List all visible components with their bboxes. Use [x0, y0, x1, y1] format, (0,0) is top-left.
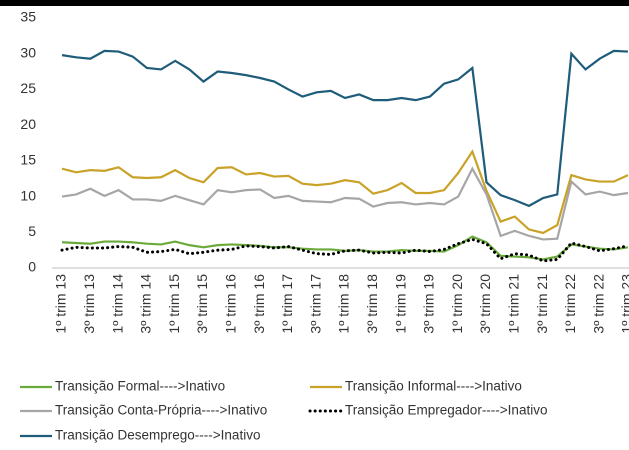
x-tick-label: 3º trim 20: [477, 274, 493, 334]
series-line: [61, 149, 629, 235]
y-tick-label: 5: [28, 223, 36, 239]
series-line: [60, 237, 629, 263]
x-tick-label: 3º trim 16: [251, 274, 267, 334]
x-tick-label: 1º trim 16: [223, 274, 239, 334]
legend-label: Transição Formal---->Inativo: [55, 379, 225, 394]
x-tick-label: 1º trim 22: [562, 274, 578, 334]
x-tick-label: 3º trim 22: [590, 274, 606, 334]
x-tick-label: 3º trim 19: [421, 274, 437, 334]
x-tick-label: 1º trim 21: [506, 274, 522, 334]
y-tick-label: 20: [20, 116, 36, 132]
x-tick-label: 3º trim 14: [138, 274, 154, 334]
x-tick-label: 3º trim 15: [194, 274, 210, 334]
top-bar: [0, 0, 629, 6]
series-line: [61, 166, 629, 241]
x-tick-label: 3º trim 13: [81, 274, 97, 334]
y-tick-label: 35: [20, 9, 36, 25]
legend-label: Transição Empregador---->Inativo: [345, 403, 547, 418]
x-tick-label: 1º trim 14: [109, 274, 125, 334]
legend-label: Transição Desemprego---->Inativo: [55, 428, 260, 443]
y-tick-label: 10: [20, 187, 36, 203]
x-tick-label: 1º trim 19: [392, 274, 408, 334]
x-tick-label: 1º trim 17: [279, 274, 295, 334]
series-line: [61, 235, 629, 261]
y-tick-label: 0: [28, 259, 36, 275]
x-tick-label: 1º trim 13: [53, 274, 69, 334]
y-tick-label: 15: [20, 152, 36, 168]
legend-label: Transição Conta-Própria---->Inativo: [55, 403, 267, 418]
x-tick-label: 1º trim 20: [449, 274, 465, 334]
legend-label: Transição Informal---->Inativo: [345, 379, 522, 394]
series-line: [61, 49, 629, 208]
y-tick-label: 25: [20, 80, 36, 96]
x-tick-label: 1º trim 18: [336, 274, 352, 334]
x-tick-label: 3º trim 18: [364, 274, 380, 334]
x-tick-label: 3º trim 21: [534, 274, 550, 334]
x-tick-label: 3º trim 17: [307, 274, 323, 334]
x-tick-label: 1º trim 15: [166, 274, 182, 334]
x-tick-label: 1º trim 23: [619, 274, 629, 334]
y-tick-label: 30: [20, 44, 36, 60]
